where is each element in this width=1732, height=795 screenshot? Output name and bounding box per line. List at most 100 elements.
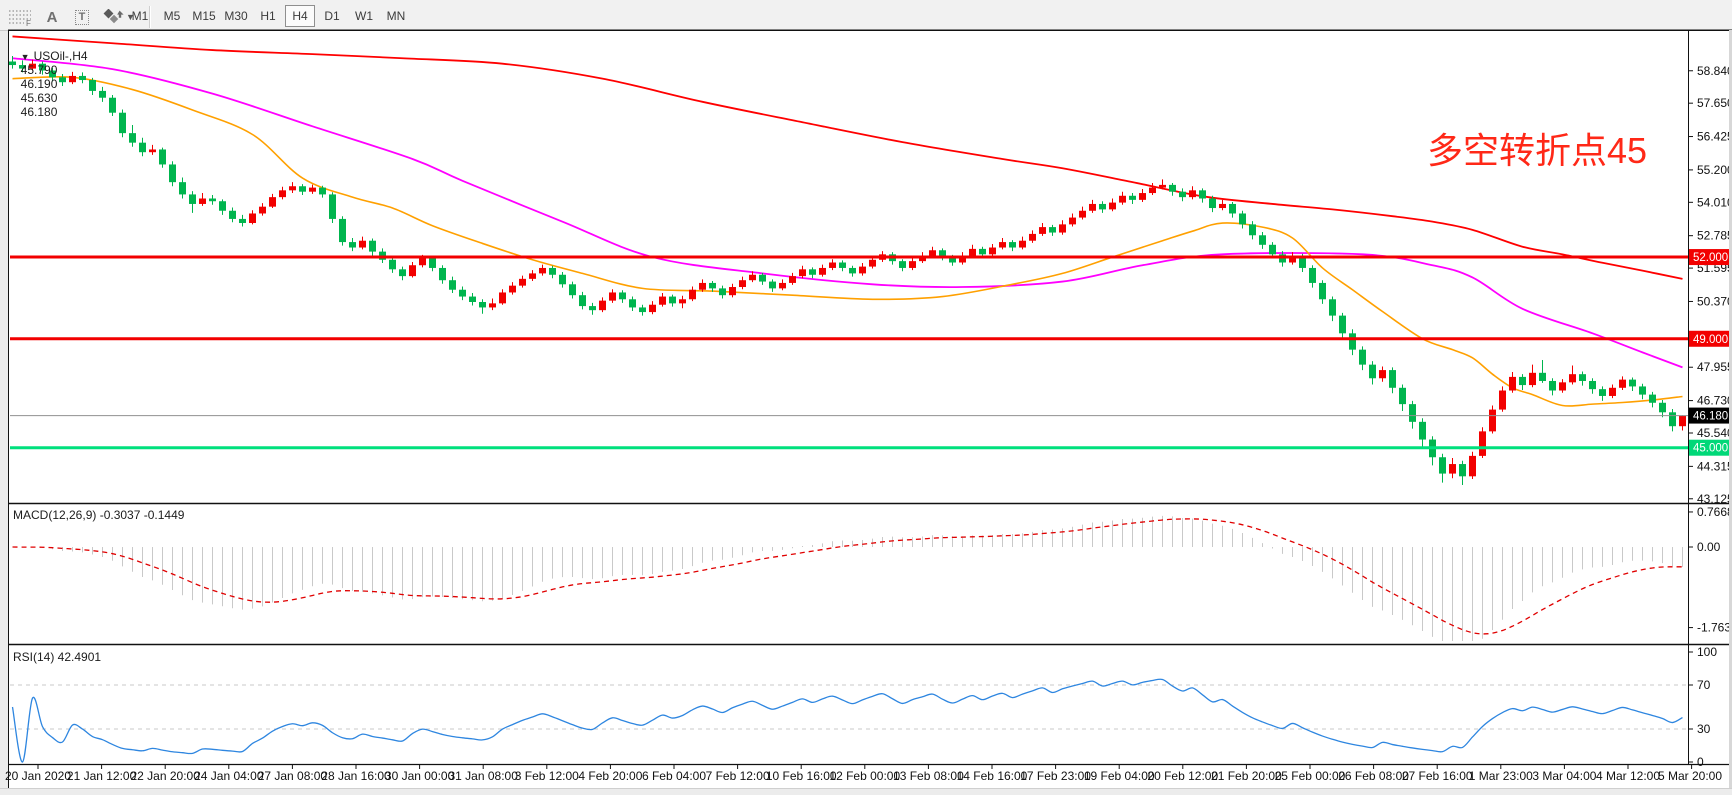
timeframe-button-mn[interactable]: MN <box>386 9 406 23</box>
text-box-icon[interactable]: T <box>72 7 92 27</box>
candle <box>1409 400 1416 429</box>
ma-fast-orange <box>12 75 1683 407</box>
candle-body <box>1679 415 1686 427</box>
candle <box>1489 405 1496 434</box>
candle-body <box>519 278 526 286</box>
candle-body <box>1329 299 1336 316</box>
candle <box>69 71 76 85</box>
time-axis-label: 3 Mar 04:00 <box>1532 769 1596 783</box>
candle <box>789 272 796 285</box>
candle-body <box>249 213 256 224</box>
candle <box>1389 367 1396 394</box>
timeframe-button-h4[interactable]: H4 <box>285 5 315 27</box>
candle-body <box>869 259 876 267</box>
timeframe-button-m1[interactable]: M1 <box>131 9 149 23</box>
candle <box>59 74 66 87</box>
candle <box>1199 188 1206 203</box>
candle <box>989 243 996 257</box>
candle-body <box>1289 255 1296 263</box>
price-badge-label: 45.000 <box>1693 443 1728 455</box>
candle-body <box>1539 372 1546 381</box>
candle-body <box>579 295 586 307</box>
fibonacci-retracement-icon[interactable]: F <box>8 7 32 27</box>
timeframe-button-m30[interactable]: M30 <box>224 9 248 23</box>
candle-body <box>809 269 816 275</box>
price-axis-label: 56.425 <box>1697 130 1732 144</box>
chevron-down-icon: ▼ <box>126 12 135 22</box>
candle-body <box>19 65 26 69</box>
candle-body <box>339 218 346 243</box>
candle <box>319 185 326 198</box>
candle <box>9 56 16 69</box>
candle-body <box>1019 240 1026 248</box>
symbol-dropdown-icon[interactable]: ▼ <box>20 52 30 62</box>
candle-body <box>1509 376 1516 391</box>
candle <box>119 109 126 138</box>
arrows-ornaments-icon[interactable]: ▼ <box>102 7 135 27</box>
text-box-glyph: T <box>74 9 90 25</box>
candle <box>1339 312 1346 339</box>
candle-body <box>49 70 56 78</box>
candle-body <box>1049 227 1056 233</box>
candle <box>449 276 456 294</box>
candle <box>1109 198 1116 212</box>
candle <box>1609 384 1616 399</box>
window-right-edge <box>1729 30 1732 794</box>
candle <box>179 177 186 199</box>
candle <box>1679 415 1686 431</box>
candle <box>1519 374 1526 390</box>
time-axis-label: 30 Jan 00:00 <box>385 769 455 783</box>
candle <box>499 289 506 305</box>
candle <box>299 184 306 195</box>
candle-body <box>1189 190 1196 198</box>
time-axis-label: 20 Jan 2020 <box>5 769 71 783</box>
candle-body <box>269 197 276 207</box>
timeframe-button-d1[interactable]: D1 <box>324 9 340 23</box>
candle-body <box>689 289 696 300</box>
candle-body <box>1609 387 1616 396</box>
candle-body <box>659 296 666 305</box>
candle <box>1239 210 1246 229</box>
timeframe-button-h1[interactable]: H1 <box>260 9 276 23</box>
candle <box>1069 213 1076 227</box>
candle <box>1179 188 1186 202</box>
time-axis-label: 10 Feb 16:00 <box>766 769 837 783</box>
candle-body <box>1259 235 1266 245</box>
price-axis-label: 44.315 <box>1697 459 1732 473</box>
timeframe-button-m15[interactable]: M15 <box>192 9 216 23</box>
timeframe-button-m5[interactable]: M5 <box>163 9 181 23</box>
candle <box>1449 458 1456 479</box>
candle-body <box>439 267 446 281</box>
candle-body <box>749 274 756 281</box>
candle-body <box>1629 379 1636 387</box>
candle <box>479 299 486 314</box>
price-badge-52.000 <box>1689 249 1732 266</box>
candle <box>209 194 216 205</box>
candle <box>1029 230 1036 243</box>
candle <box>269 193 276 209</box>
candle <box>659 293 666 307</box>
candle-body <box>1379 370 1386 379</box>
candle-body <box>899 261 906 268</box>
candle-body <box>1179 191 1186 198</box>
candle-body <box>1439 457 1446 474</box>
text-label-icon[interactable]: A <box>46 8 58 26</box>
candle-body <box>1249 224 1256 236</box>
candle-body <box>39 63 46 71</box>
candle <box>79 72 86 84</box>
candle <box>1129 193 1136 204</box>
macd-signal-line <box>12 518 1683 635</box>
candle <box>349 237 356 252</box>
candle-body <box>1039 227 1046 234</box>
time-axis-label: 7 Feb 12:00 <box>706 769 770 783</box>
candle <box>149 144 156 155</box>
toolbar-separator <box>148 6 151 28</box>
candle <box>1619 376 1626 390</box>
candle <box>279 186 286 200</box>
macd-indicator-label: MACD(12,26,9) -0.3037 -0.1449 <box>13 508 185 522</box>
candle-body <box>1419 421 1426 440</box>
candle-body <box>849 267 856 274</box>
candle <box>1259 232 1266 249</box>
candle-body <box>199 198 206 204</box>
timeframe-button-w1[interactable]: W1 <box>355 9 373 23</box>
